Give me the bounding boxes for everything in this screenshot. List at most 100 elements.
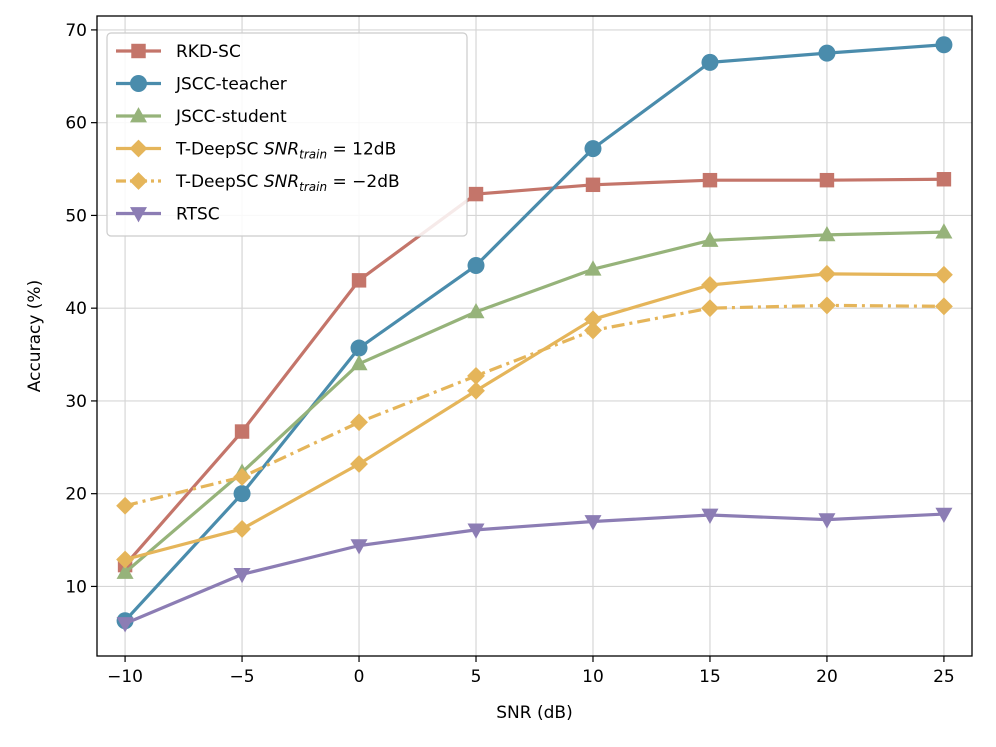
series-line [124,512,945,626]
data-point [935,507,953,524]
data-point [935,265,953,284]
series-line [124,230,944,574]
legend-marker [129,139,148,158]
y-tick-label: 50 [65,206,87,226]
legend-entry: RTSC [116,205,220,225]
data-point [585,177,601,193]
x-tick-label: −10 [107,667,143,687]
legend-marker [130,75,147,92]
legend-label-text: RKD-SC [176,42,241,62]
data-point [116,563,134,579]
series-line [124,303,944,508]
y-tick-label: 70 [65,21,87,41]
data-point [935,223,953,239]
data-point [467,302,485,319]
legend-label-text: JSCC-student [175,107,287,127]
x-tick-label: 20 [816,667,838,687]
data-point [116,617,134,633]
legend-marker [130,107,147,123]
legend-label-text: T-DeepSC [175,172,264,192]
legend-entry: T-DeepSC SNRtrain = −2dB [116,172,400,194]
series-line [124,272,944,562]
data-point [233,568,251,584]
legend: RKD-SC JSCC-teacher JSCC-student T-DeepSC S… [106,32,468,237]
data-point [116,496,134,515]
legend-label: RTSC [176,205,220,225]
data-point [467,523,485,539]
data-point [701,508,719,524]
data-point [584,310,602,329]
y-tick-label: 40 [65,299,87,319]
legend-box [106,32,468,237]
series-layer [116,36,953,633]
data-point [701,53,719,71]
legend-label: T-DeepSC SNRtrain = −2dB [175,172,400,194]
y-tick-label: 30 [65,392,87,412]
legend-label-math: SNR [264,140,299,160]
data-point [233,485,251,503]
data-point [702,172,718,188]
series-line [123,177,944,567]
data-point [233,520,251,538]
x-tick-label: −5 [230,667,255,687]
data-point [584,140,602,158]
legend-marker [130,207,147,223]
data-point [116,550,134,569]
data-point [234,424,250,439]
data-point [467,366,485,385]
data-point [350,354,368,371]
y-tick-label: 20 [65,485,87,505]
y-tick-label: 60 [65,114,87,134]
data-point [351,273,367,288]
data-point [818,44,836,62]
legend-label-subscript: train [299,180,327,194]
x-tick-label: 25 [933,667,955,687]
data-point [936,172,952,187]
legend-entry: T-DeepSC SNRtrain = 12dB [116,140,396,162]
x-tick-label: 0 [354,667,365,687]
y-axis-ticks: 10 20 30 40 50 60 70 [65,21,97,597]
legend-entry: JSCC-teacher [116,75,287,95]
data-point [935,297,953,316]
y-axis-label: Accuracy (%) [25,280,45,392]
data-point [818,264,836,283]
data-point [468,186,484,202]
legend-entry: RKD-SC [116,42,241,62]
series-3 [116,264,953,569]
data-point [584,321,602,340]
data-point [467,381,485,400]
data-point [818,225,836,242]
legend-label-text: JSCC-teacher [175,75,287,95]
data-point [233,468,251,486]
x-tick-label: 15 [699,667,721,687]
legend-entry: JSCC-student [116,107,287,127]
legend-marker [129,172,148,190]
legend-label-rest: = −2dB [327,172,400,192]
legend-label: JSCC-teacher [175,75,287,95]
legend-label-subscript: train [299,148,327,162]
data-point [701,231,719,247]
legend-label: JSCC-student [175,107,287,127]
x-axis-ticks: −10 −5 0 5 10 15 20 25 [107,656,955,687]
data-point [818,296,836,315]
legend-marker [131,43,146,59]
x-tick-label: 5 [471,667,482,687]
plot-frame [96,15,973,657]
y-tick-label: 10 [65,577,87,597]
legend-label: T-DeepSC SNRtrain = 12dB [175,140,396,162]
data-point [350,539,368,555]
data-point [818,513,836,529]
legend-label-text: T-DeepSC [175,140,264,160]
data-point [584,260,602,276]
data-point [350,455,368,473]
legend-label-math: SNR [264,172,299,192]
data-point [584,515,602,531]
data-point [819,172,835,188]
series-5 [116,507,953,633]
x-tick-label: 10 [582,667,604,687]
data-point [935,36,953,54]
data-point [467,257,485,275]
legend-label-rest: = 12dB [327,140,396,160]
series-4 [116,296,953,515]
